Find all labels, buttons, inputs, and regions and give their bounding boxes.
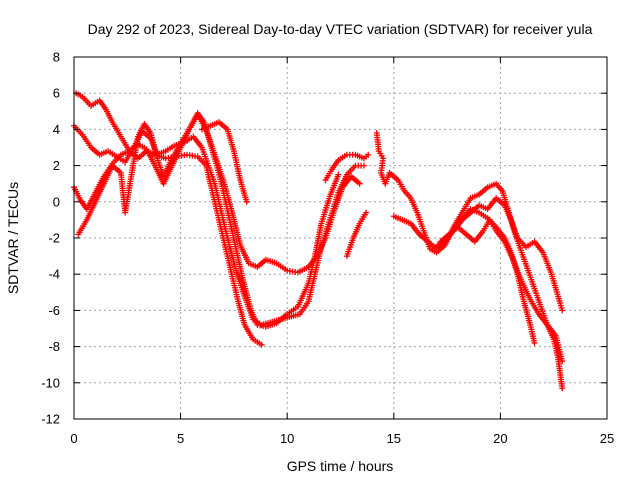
data-point (335, 171, 342, 178)
y-tick-label: -2 (48, 231, 60, 246)
axis-ticks: 0 5 10 15 20 25 -12 -10 -8 -6 -4 -2 0 2 4 6 8 (41, 50, 614, 447)
y-tick-label: -8 (48, 339, 60, 354)
x-tick-label: 15 (387, 431, 401, 446)
y-tick-label: 6 (53, 86, 60, 101)
data-point (531, 339, 538, 346)
data-point (365, 151, 372, 158)
x-tick-label: 20 (493, 431, 507, 446)
sat-track-10 (433, 195, 566, 314)
y-tick-label: -6 (48, 303, 60, 318)
data-point (243, 198, 250, 205)
x-axis-label: GPS time / hours (287, 458, 394, 474)
sat-track-5 (198, 119, 250, 205)
data-point (559, 358, 566, 365)
y-tick-label: -10 (41, 375, 60, 390)
grid-lines (74, 57, 607, 419)
sat-track-8 (373, 130, 566, 392)
data-point (559, 385, 566, 392)
y-tick-label: 4 (53, 122, 60, 137)
sat-track-4 (71, 111, 363, 276)
y-axis-label: SDTVAR / TECUs (5, 182, 21, 294)
y-tick-label: 2 (53, 158, 60, 173)
x-tick-label: 10 (280, 431, 294, 446)
data-point (356, 180, 363, 187)
sat-track-6 (322, 151, 372, 184)
y-tick-label: 8 (53, 50, 60, 65)
x-tick-label: 25 (600, 431, 614, 446)
sat-track-7 (343, 209, 370, 260)
data-point (559, 307, 566, 314)
x-tick-label: 0 (70, 431, 77, 446)
data-point (360, 162, 367, 169)
y-tick-label: -12 (41, 412, 60, 427)
data-points (71, 90, 566, 392)
sat-track-11 (437, 216, 566, 365)
y-tick-label: -4 (48, 267, 60, 282)
data-point (363, 209, 370, 216)
sat-track-3 (75, 110, 342, 330)
chart-title: Day 292 of 2023, Sidereal Day-to-day VTE… (88, 21, 593, 37)
y-tick-label: 0 (53, 194, 60, 209)
x-tick-label: 5 (177, 431, 184, 446)
data-point (258, 341, 265, 348)
